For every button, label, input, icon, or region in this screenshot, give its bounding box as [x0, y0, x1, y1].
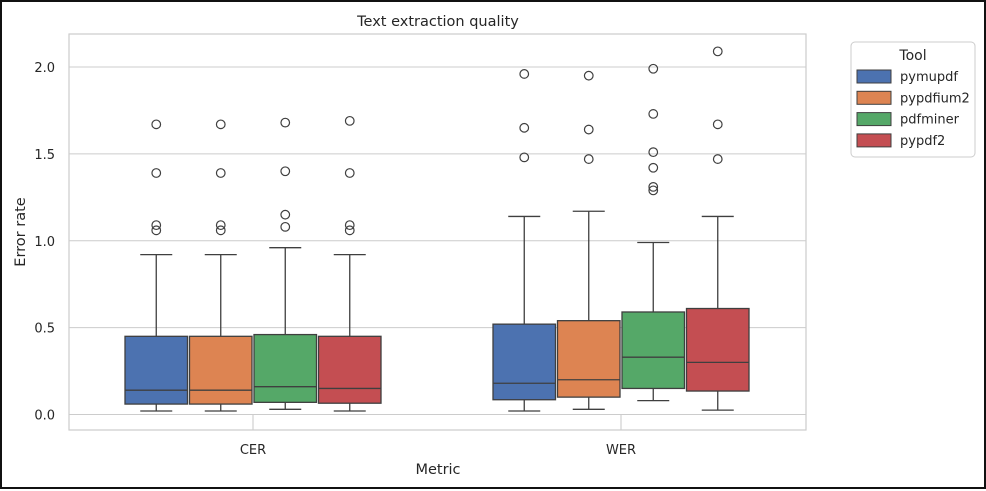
outlier-point — [648, 185, 659, 196]
outlier-point — [519, 122, 530, 133]
outlier-point — [519, 69, 530, 79]
outlier-point — [151, 168, 162, 178]
x-axis-label: Metric — [415, 462, 460, 478]
legend-title: Tool — [898, 48, 926, 64]
legend-swatch-pymupdf — [856, 69, 892, 84]
box-pdfminer-CER — [253, 117, 318, 410]
outlier-point — [712, 154, 723, 164]
outlier-point — [712, 46, 723, 57]
x-tick-label: WER — [606, 443, 636, 458]
outlier-point — [215, 119, 226, 130]
legend-label-pypdf2: pypdf2 — [900, 134, 945, 149]
outlier-point — [519, 152, 530, 163]
outlier-point — [215, 168, 226, 178]
outlier-point — [151, 220, 162, 231]
box-iqr — [556, 320, 621, 398]
box-pdfminer-WER — [621, 63, 686, 402]
outlier-point — [648, 109, 659, 119]
legend-label-pdfminer: pdfminer — [900, 113, 960, 128]
outlier-point — [215, 225, 226, 236]
outlier-point — [344, 115, 355, 126]
outlier-point — [280, 209, 291, 220]
legend-label-pymupdf: pymupdf — [900, 70, 958, 85]
box-pypdf2-CER — [317, 115, 382, 412]
y-tick-label: 1.0 — [34, 235, 55, 250]
outlier-point — [151, 225, 162, 236]
outlier-point — [344, 220, 355, 231]
outlier-point — [344, 168, 355, 178]
box-iqr — [492, 323, 557, 401]
y-tick-label: 0.0 — [34, 409, 55, 424]
outlier-point — [215, 220, 226, 231]
outlier-point — [712, 119, 723, 130]
outlier-point — [583, 70, 594, 81]
legend-swatch-pdfminer — [856, 112, 892, 127]
outlier-point — [648, 181, 659, 192]
y-tick-label: 1.5 — [34, 148, 55, 163]
box-pymupdf-CER — [124, 119, 189, 412]
legend: Tool pymupdf pypdfium2 pdfminer pypdf2 — [850, 41, 976, 158]
legend-swatch-pypdf2 — [856, 133, 892, 148]
outlier-point — [344, 225, 355, 236]
box-pypdfium2-WER — [556, 70, 621, 410]
outlier-point — [151, 119, 162, 130]
outlier-point — [280, 166, 291, 177]
y-ticks: 0.0 0.5 1.0 1.5 2.0 — [34, 61, 55, 424]
box-pypdf2-WER — [685, 46, 750, 411]
legend-entries: pymupdf pypdfium2 pdfminer pypdf2 — [856, 69, 970, 149]
box-iqr — [621, 311, 686, 390]
box-pymupdf-WER — [492, 69, 557, 412]
legend-label-pypdfium2: pypdfium2 — [900, 91, 970, 106]
x-tick-label: CER — [240, 443, 266, 458]
outlier-point — [648, 162, 659, 173]
box-iqr — [188, 335, 253, 405]
box-iqr — [317, 335, 382, 404]
outlier-point — [583, 124, 594, 135]
box-iqr — [124, 335, 189, 405]
outlier-point — [648, 147, 659, 158]
box-iqr — [685, 307, 750, 392]
y-tick-label: 0.5 — [34, 322, 55, 337]
boxes — [124, 46, 750, 412]
outlier-point — [280, 117, 291, 128]
legend-swatch-pypdfium2 — [856, 90, 892, 105]
y-tick-label: 2.0 — [34, 61, 55, 76]
y-axis-label: Error rate — [13, 197, 29, 266]
x-ticks: CER WER — [240, 443, 636, 458]
chart-title: Text extraction quality — [356, 14, 519, 30]
outlier-point — [648, 63, 659, 74]
box-pypdfium2-CER — [188, 119, 253, 412]
box-iqr — [253, 333, 318, 403]
outlier-point — [583, 154, 594, 164]
outlier-point — [280, 221, 291, 232]
